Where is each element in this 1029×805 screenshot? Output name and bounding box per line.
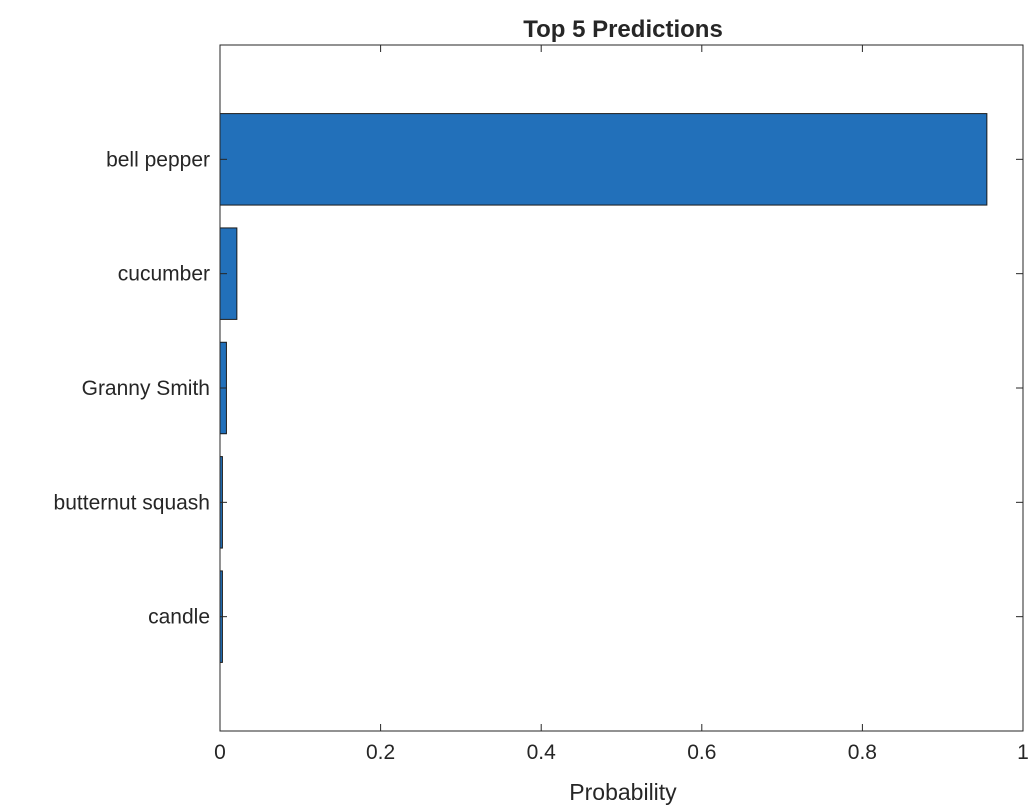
y-tick-label: cucumber bbox=[118, 263, 210, 286]
x-tick-label: 0.8 bbox=[848, 741, 877, 764]
x-tick-label: 0.4 bbox=[527, 741, 557, 764]
chart-title: Top 5 Predictions bbox=[523, 16, 723, 43]
x-tick-label: 1 bbox=[1017, 741, 1029, 764]
y-tick-label: butternut squash bbox=[54, 491, 210, 514]
y-tick-label: candle bbox=[148, 606, 210, 629]
x-axis-label: Probability bbox=[569, 779, 677, 805]
x-tick-label: 0.6 bbox=[687, 741, 716, 764]
x-tick-label: 0.2 bbox=[366, 741, 395, 764]
y-tick-label: Granny Smith bbox=[82, 377, 210, 400]
y-tick-label: bell pepper bbox=[106, 148, 210, 171]
labels-layer: bell pepper cucumber Granny Smith butternut… bbox=[54, 148, 1029, 764]
ticks-layer bbox=[219, 45, 1024, 731]
x-tick-label: 0 bbox=[214, 741, 226, 764]
bar-bell-pepper bbox=[219, 113, 988, 206]
bars-layer bbox=[219, 113, 988, 663]
